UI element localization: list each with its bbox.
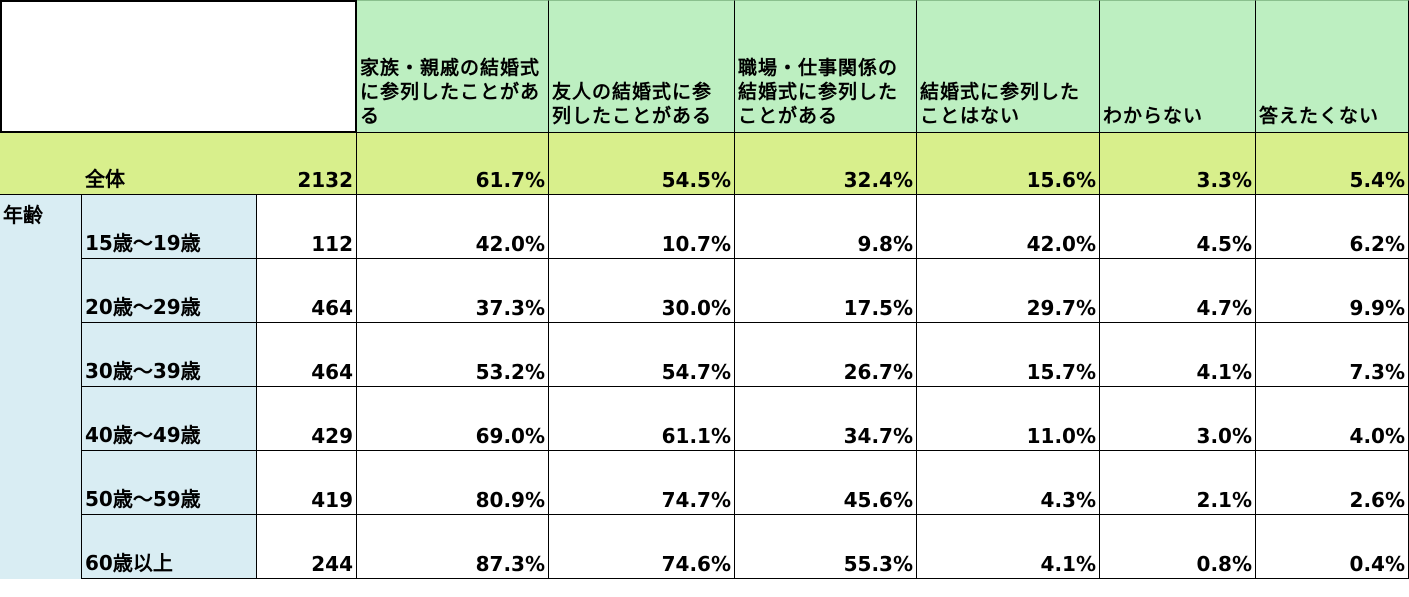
table-cell: 15.7% bbox=[917, 323, 1100, 387]
table-cell: 4.3% bbox=[917, 451, 1100, 515]
table-cell: 3.0% bbox=[1100, 387, 1256, 451]
table-cell: 26.7% bbox=[735, 323, 917, 387]
table-cell: 37.3% bbox=[357, 259, 549, 323]
row-label: 15歳～19歳 bbox=[82, 195, 257, 259]
total-value: 5.4% bbox=[1256, 133, 1409, 195]
table-cell: 0.8% bbox=[1100, 515, 1256, 579]
row-n: 112 bbox=[257, 195, 357, 259]
column-header: 家族・親戚の結婚式に参列したことがある bbox=[357, 0, 549, 133]
table-cell: 74.7% bbox=[549, 451, 735, 515]
table-cell: 4.5% bbox=[1100, 195, 1256, 259]
table-cell: 74.6% bbox=[549, 515, 735, 579]
table-cell: 4.1% bbox=[917, 515, 1100, 579]
table-cell: 61.1% bbox=[549, 387, 735, 451]
column-header: わからない bbox=[1100, 0, 1256, 133]
table-cell: 55.3% bbox=[735, 515, 917, 579]
table-cell: 29.7% bbox=[917, 259, 1100, 323]
table-cell: 9.8% bbox=[735, 195, 917, 259]
total-value: 61.7% bbox=[357, 133, 549, 195]
row-n: 244 bbox=[257, 515, 357, 579]
table-cell: 11.0% bbox=[917, 387, 1100, 451]
table-cell: 2.6% bbox=[1256, 451, 1409, 515]
table-cell: 7.3% bbox=[1256, 323, 1409, 387]
table-cell: 34.7% bbox=[735, 387, 917, 451]
row-label: 30歳～39歳 bbox=[82, 323, 257, 387]
table-cell: 42.0% bbox=[357, 195, 549, 259]
column-header: 答えたくない bbox=[1256, 0, 1409, 133]
table-cell: 10.7% bbox=[549, 195, 735, 259]
row-label: 20歳～29歳 bbox=[82, 259, 257, 323]
row-n: 464 bbox=[257, 323, 357, 387]
table-cell: 42.0% bbox=[917, 195, 1100, 259]
total-value: 15.6% bbox=[917, 133, 1100, 195]
table-cell: 54.7% bbox=[549, 323, 735, 387]
table-cell: 4.7% bbox=[1100, 259, 1256, 323]
table-cell: 17.5% bbox=[735, 259, 917, 323]
table-cell: 30.0% bbox=[549, 259, 735, 323]
total-value: 3.3% bbox=[1100, 133, 1256, 195]
row-n: 419 bbox=[257, 451, 357, 515]
row-n: 464 bbox=[257, 259, 357, 323]
table-cell: 69.0% bbox=[357, 387, 549, 451]
table-cell: 45.6% bbox=[735, 451, 917, 515]
row-label: 40歳～49歳 bbox=[82, 387, 257, 451]
column-header: 結婚式に参列したことはない bbox=[917, 0, 1100, 133]
row-label: 50歳～59歳 bbox=[82, 451, 257, 515]
total-n: 2132 bbox=[257, 133, 357, 195]
table-cell: 2.1% bbox=[1100, 451, 1256, 515]
column-header: 友人の結婚式に参列したことがある bbox=[549, 0, 735, 133]
row-n: 429 bbox=[257, 387, 357, 451]
table-cell: 53.2% bbox=[357, 323, 549, 387]
table-cell: 4.0% bbox=[1256, 387, 1409, 451]
table-cell: 6.2% bbox=[1256, 195, 1409, 259]
table-cell: 80.9% bbox=[357, 451, 549, 515]
table-corner bbox=[0, 0, 357, 133]
table-cell: 9.9% bbox=[1256, 259, 1409, 323]
row-label: 60歳以上 bbox=[82, 515, 257, 579]
table-cell: 4.1% bbox=[1100, 323, 1256, 387]
age-group-label: 年齢 bbox=[0, 195, 82, 579]
total-label: 全体 bbox=[82, 133, 257, 195]
table-cell: 0.4% bbox=[1256, 515, 1409, 579]
total-value: 54.5% bbox=[549, 133, 735, 195]
total-value: 32.4% bbox=[735, 133, 917, 195]
table-cell: 87.3% bbox=[357, 515, 549, 579]
total-spacer bbox=[0, 133, 82, 195]
column-header: 職場・仕事関係の結婚式に参列したことがある bbox=[735, 0, 917, 133]
